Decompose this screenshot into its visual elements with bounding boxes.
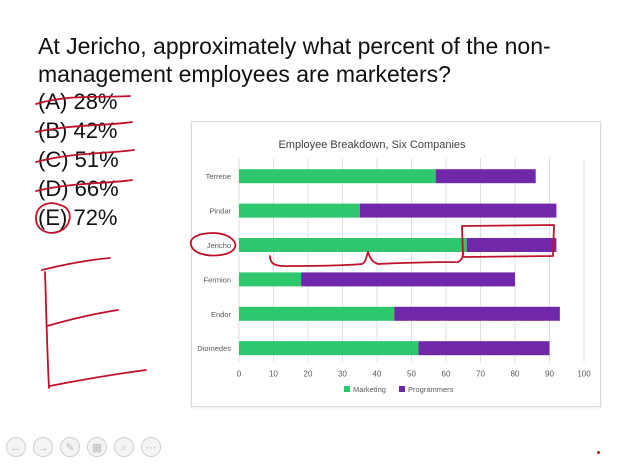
bar-programmers-terrene [435,169,536,184]
choice-d-letter: (D) [38,176,69,201]
bar-programmers-jericho [466,238,557,252]
choice-a-value: 28% [73,89,118,114]
x-tick-label: 60 [442,369,451,378]
x-tick-label: 70 [476,369,485,378]
choice-c-letter: (C) [38,147,69,172]
choice-b-letter: (B) [38,118,68,143]
bar-marketing-jericho [239,238,467,252]
bar-marketing-endor [239,306,395,321]
letter-e-middle [46,309,119,327]
category-label: Endor [211,310,232,319]
legend-label: Marketing [353,385,386,394]
chart-card: Employee Breakdown, Six Companies Terren… [191,121,601,407]
choice-e-letter: (E) [38,205,68,230]
category-label: Pindar [209,207,231,216]
forward-arrow-icon[interactable]: → [33,437,53,457]
category-label: Jericho [207,241,231,250]
bar-programmers-fermion [301,272,515,287]
x-tick-label: 100 [577,369,591,378]
bar-marketing-pindar [239,203,360,218]
choice-b: (B) 42% [38,117,118,145]
x-tick-label: 50 [407,369,416,378]
choice-a: (A) 28% [38,88,118,116]
category-label: Terrene [206,172,231,181]
choice-e-value: 72% [73,205,118,230]
legend-label: Programmers [408,385,454,394]
category-label: Diomedes [197,344,231,353]
question-line-2: management employees are marketers? [38,61,451,87]
category-label: Fermion [203,275,231,284]
choice-d: (D) 66% [38,175,119,203]
zoom-icon[interactable]: ⌕ [114,437,134,457]
bar-marketing-terrene [239,169,436,184]
legend-swatch [344,386,350,392]
question-line-1: At Jericho, approximately what percent o… [38,33,551,59]
bar-chart: Employee Breakdown, Six Companies Terren… [197,139,591,394]
bar-programmers-diomedes [418,341,550,356]
x-tick-label: 90 [545,369,554,378]
choice-d-value: 66% [74,176,119,201]
letter-e-top [41,257,111,271]
bar-marketing-fermion [239,272,302,287]
choice-c: (C) 51% [38,146,119,174]
x-tick-label: 20 [304,369,313,378]
choice-a-letter: (A) [38,89,68,114]
laser-pointer-dot [597,451,600,454]
bar-programmers-pindar [359,203,557,218]
x-tick-label: 10 [269,369,278,378]
x-tick-label: 30 [338,369,347,378]
bar-marketing-diomedes [239,341,419,356]
legend-swatch [399,386,405,392]
choice-e: (E) 72% [38,204,118,232]
slides-icon[interactable]: ▦ [87,437,107,457]
letter-e-spine [44,271,50,389]
x-tick-label: 80 [511,369,520,378]
x-tick-label: 40 [373,369,382,378]
x-tick-label: 0 [237,369,242,378]
chart-title: Employee Breakdown, Six Companies [278,139,466,151]
more-icon[interactable]: ⋯ [141,437,161,457]
pen-icon[interactable]: ✎ [60,437,80,457]
choice-b-value: 42% [73,118,118,143]
back-arrow-icon[interactable]: ← [6,437,26,457]
letter-e-bottom [49,369,147,387]
bar-programmers-endor [394,306,560,321]
choice-c-value: 51% [74,147,119,172]
